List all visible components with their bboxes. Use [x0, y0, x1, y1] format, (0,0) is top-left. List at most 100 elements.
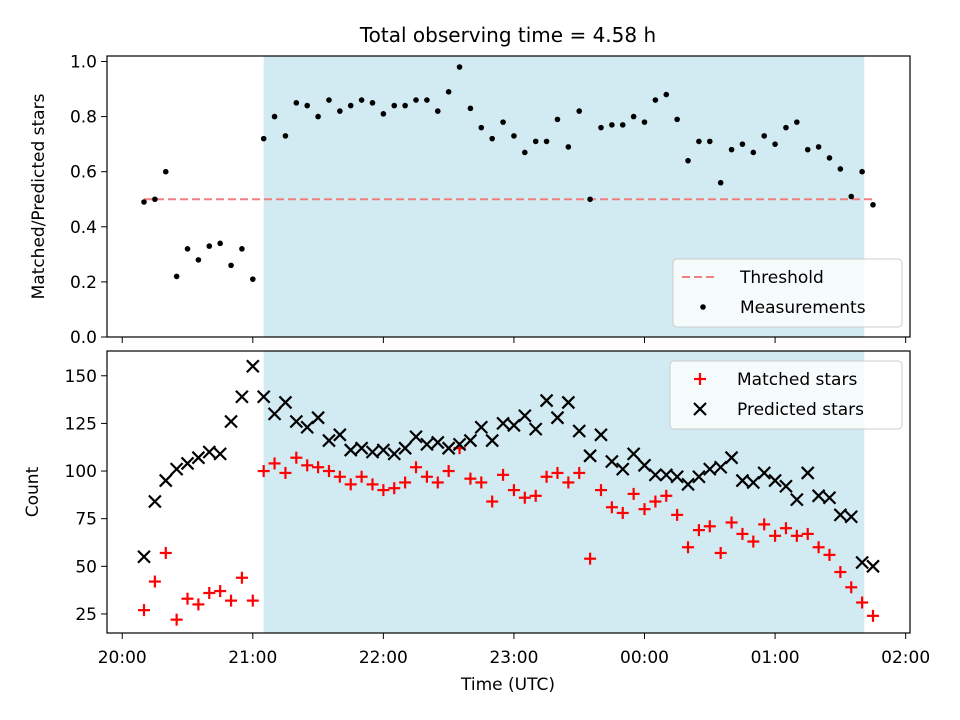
- predicted-star-point: [648, 468, 663, 482]
- predicted-star-point: [376, 443, 391, 457]
- measurement-point: [293, 100, 300, 106]
- x-b: [322, 433, 336, 448]
- y-tick-label: 150: [65, 367, 97, 387]
- x-b: [235, 389, 249, 404]
- measurement-point: [728, 146, 735, 153]
- predicted-legend-label: Predicted stars: [737, 400, 864, 420]
- matched-star-point: [823, 548, 836, 561]
- x-b: [724, 450, 739, 465]
- x-b: [202, 445, 217, 459]
- matched-star-point: [845, 581, 858, 594]
- matched-star-point: [203, 586, 216, 599]
- predicted-star-point: [561, 395, 576, 410]
- matched-star-point: [290, 451, 303, 464]
- x-b: [474, 420, 489, 434]
- matched-star-point: [562, 476, 575, 489]
- x-b: [866, 559, 880, 574]
- measurement-point: [630, 113, 637, 120]
- predicted-star-point: [387, 447, 402, 461]
- x-axis-label: Time (UTC): [460, 675, 555, 695]
- predicted-legend-marker: [693, 402, 707, 416]
- x-b: [300, 420, 314, 434]
- predicted-star-point: [463, 433, 478, 448]
- measurement-point: [522, 149, 528, 156]
- predicted-star-point: [452, 437, 467, 452]
- x-b: [430, 435, 445, 450]
- predicted-star-point: [333, 428, 347, 442]
- matched-star-point: [355, 470, 368, 483]
- matched-star-point: [867, 609, 880, 622]
- matched-star-point: [540, 470, 553, 483]
- measurement-point: [250, 276, 256, 282]
- matched-stars-points: [137, 442, 880, 626]
- matched-star-point: [497, 468, 510, 481]
- y-tick-label: 100: [65, 462, 97, 482]
- x-b: [800, 466, 815, 480]
- matched-star-point: [769, 529, 782, 542]
- x-b: [768, 473, 782, 488]
- matched-star-point: [410, 461, 423, 474]
- x-b: [158, 473, 173, 488]
- bottom-x-axis: 20:00 21:00 22:00 23:00 00:00 01:00 02:00: [98, 633, 930, 668]
- matched-star-point: [790, 529, 803, 542]
- x-b: [224, 414, 238, 429]
- measurement-point: [424, 97, 430, 103]
- measurement-point: [326, 97, 332, 103]
- x-b: [409, 429, 423, 444]
- measurement-point: [848, 193, 855, 200]
- measurement-point: [391, 102, 398, 109]
- bottom-axes-frame: [106, 350, 911, 634]
- x-b: [844, 509, 859, 524]
- x-b: [267, 407, 282, 421]
- matched-star-point: [464, 472, 477, 485]
- measurement-point: [456, 64, 463, 70]
- matched-star-point: [246, 594, 259, 607]
- measurement-point: [652, 97, 659, 103]
- measurement-point: [598, 124, 604, 131]
- predicted-star-point: [800, 466, 815, 480]
- matched-star-point: [388, 482, 401, 495]
- x-b: [485, 433, 499, 448]
- x-b: [757, 466, 771, 480]
- predicted-star-point: [583, 449, 597, 463]
- x-b: [855, 555, 869, 570]
- matched-star-point: [268, 457, 281, 470]
- predicted-star-point: [518, 409, 532, 423]
- measurement-point: [152, 196, 158, 203]
- x-b: [648, 468, 663, 482]
- matched-star-point: [214, 585, 227, 598]
- top-y-axis: 0.0 0.2 0.4 0.6 0.8 1.0: [70, 53, 107, 348]
- x-tick-label: 02:00: [881, 648, 930, 668]
- predicted-star-point: [866, 559, 880, 574]
- matched-star-point: [725, 516, 738, 529]
- predicted-star-point: [202, 445, 217, 459]
- predicted-star-point: [790, 492, 804, 507]
- predicted-star-point: [768, 473, 782, 488]
- predicted-star-point: [713, 460, 728, 475]
- matched-star-point: [638, 503, 651, 516]
- matched-star-point: [399, 476, 412, 489]
- x-b: [539, 393, 554, 408]
- matched-star-point: [692, 524, 705, 537]
- measurement-point: [337, 108, 343, 114]
- x-b: [811, 489, 826, 503]
- y-tick-label: 125: [65, 414, 97, 434]
- x-b: [583, 449, 597, 463]
- x-tick-label: 21:00: [228, 648, 277, 668]
- x-b: [289, 414, 304, 429]
- measurement-point: [663, 91, 670, 98]
- measurement-point: [271, 113, 278, 120]
- measurement-point: [826, 155, 833, 161]
- x-b: [822, 490, 837, 505]
- top-y-axis-label: Matched/Predicted stars: [29, 93, 49, 299]
- predicted-star-point: [474, 420, 489, 434]
- matched-star-point: [322, 465, 335, 478]
- measurement-point: [315, 113, 321, 120]
- measurement-point: [761, 133, 767, 139]
- measurement-point: [772, 141, 778, 147]
- predicted-star-point: [256, 389, 271, 404]
- measurements-legend-label: Measurements: [740, 298, 866, 318]
- measurement-point: [445, 89, 452, 95]
- predicted-star-point: [844, 509, 859, 524]
